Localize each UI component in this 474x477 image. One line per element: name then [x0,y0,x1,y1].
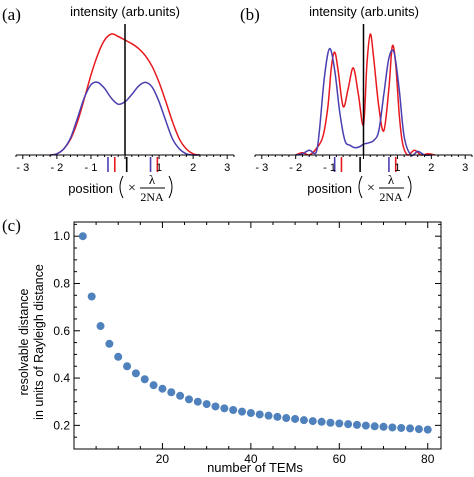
panel-b-2na: 2NA [379,190,403,204]
panel-c-y-tick-label: 0.2 [53,418,70,432]
panel-b-tick-label: 2 [428,162,434,174]
panel-c-point-18 [238,407,247,416]
panel-c-point-0 [78,232,87,241]
panel-c-plot-frame [73,221,442,450]
panel-c-point-4 [114,352,123,361]
panel-b-tick-label: 1 [394,162,400,174]
panel-a-ticks: - 3 - 2 - 1 1 2 3 [15,155,235,174]
panel-b-lambda: λ [388,172,395,187]
panel-c-point-21 [264,411,273,420]
panel-c-points [78,232,432,434]
panel-c-point-3 [105,339,114,348]
panel-b-open-paren [358,175,363,199]
panel-c-point-35 [388,423,397,432]
panel-a-times: × [128,181,136,196]
panel-c-point-15 [211,402,220,411]
panel-c-point-34 [379,422,388,431]
panel-a-tick-label: - 3 [16,162,29,174]
panel-a: (a) intensity (arb.units) - 3 - 2 - 1 1 2 3 p… [2,4,235,204]
panel-c-point-37 [406,424,415,433]
panel-c-x-tick-label: 60 [333,452,347,466]
panel-c-x-tick-label: 80 [421,452,435,466]
panel-c-point-36 [397,423,406,432]
panel-c-point-20 [255,410,264,419]
panel-a-tick-label: 3 [224,162,230,174]
panel-a-title: intensity (arb.units) [70,4,180,19]
panel-c-point-38 [414,425,423,434]
panel-c-point-16 [220,404,229,413]
panel-c-point-1 [87,292,96,301]
panel-c-x-tick-label: 20 [156,452,170,466]
panel-c-point-39 [423,425,432,434]
panel-c-y-tick-label: 0.6 [53,324,70,338]
panel-b-series [295,33,435,157]
panel-a-lambda: λ [149,172,156,187]
panel-b: (b) intensity (arb.units) - 3 - 2 - 1 1 2 3 p… [240,4,473,204]
panel-c-point-12 [184,395,193,404]
panel-c-point-33 [370,422,379,431]
panel-c-point-28 [326,418,335,427]
panel-c-point-22 [273,412,282,421]
panel-a-label: (a) [2,5,21,24]
panel-c-point-5 [123,362,132,371]
panel-a-markers [107,157,159,172]
panel-b-tick-label: - 2 [289,162,302,174]
panel-c-point-8 [149,381,158,390]
panel-a-tick-label: - 2 [50,162,63,174]
panel-c-label: (c) [2,216,21,235]
panel-a-close-paren [168,175,173,199]
panel-c-point-10 [167,388,176,397]
panel-c-point-17 [229,405,238,414]
panel-b-series-0-line [295,33,435,156]
panel-c-point-9 [158,384,167,393]
panel-c-point-23 [282,414,291,423]
panel-c-ylabel-line2: in units of Rayleigh distance [32,264,46,420]
panel-c-point-26 [308,417,317,426]
panel-c-ylabel-line1: resolvable distance [17,288,31,395]
panel-c-point-7 [140,375,149,384]
panel-c-point-13 [193,397,202,406]
panel-b-series-1-line [295,47,432,157]
panel-b-tick-label: - 3 [255,162,268,174]
panel-c-point-6 [131,369,140,378]
panel-c-x-tick-label: 40 [244,452,258,466]
panel-a-tick-label: 2 [190,162,196,174]
panel-c-point-19 [246,409,255,418]
panel-c-point-30 [344,420,353,429]
panel-c-y-tick-label: 1.0 [53,229,70,243]
panel-c-xlabel: number of TEMs [207,460,303,475]
panel-b-times: × [367,181,375,196]
panel-c-ticks: 20 40 60 80 0.2 0.4 0.6 0.8 1.0 [53,222,441,466]
panel-c-point-2 [96,322,105,331]
panel-a-open-paren [119,175,124,199]
panel-c-point-25 [299,416,308,425]
panel-b-close-paren [407,175,412,199]
panel-c-y-tick-label: 0.4 [53,371,70,385]
panel-c: (c) 20 40 60 80 0.2 0.4 0.6 0.8 1.0 number of TE… [2,216,442,475]
panel-b-ticks: - 3 - 2 - 1 1 2 3 [254,155,473,174]
panel-a-tick-label: 1 [156,162,162,174]
panel-a-tick-label: - 1 [85,162,98,174]
panel-c-point-29 [335,419,344,428]
panel-c-point-31 [352,420,361,429]
panel-c-point-27 [317,417,326,426]
panel-b-title: intensity (arb.units) [309,4,419,19]
panel-a-2na: 2NA [140,190,164,204]
panel-b-tick-label: - 1 [323,162,336,174]
panel-c-point-24 [291,414,300,423]
panel-b-markers [333,157,397,172]
panel-c-point-32 [361,421,370,430]
panel-c-point-14 [202,400,211,409]
panel-c-y-tick-label: 0.8 [53,276,70,290]
panel-b-xlabel: position [307,181,352,196]
panel-a-xlabel: position [68,181,113,196]
panel-b-tick-label: 3 [462,162,468,174]
panel-c-point-11 [176,391,185,400]
panel-b-label: (b) [240,5,260,24]
